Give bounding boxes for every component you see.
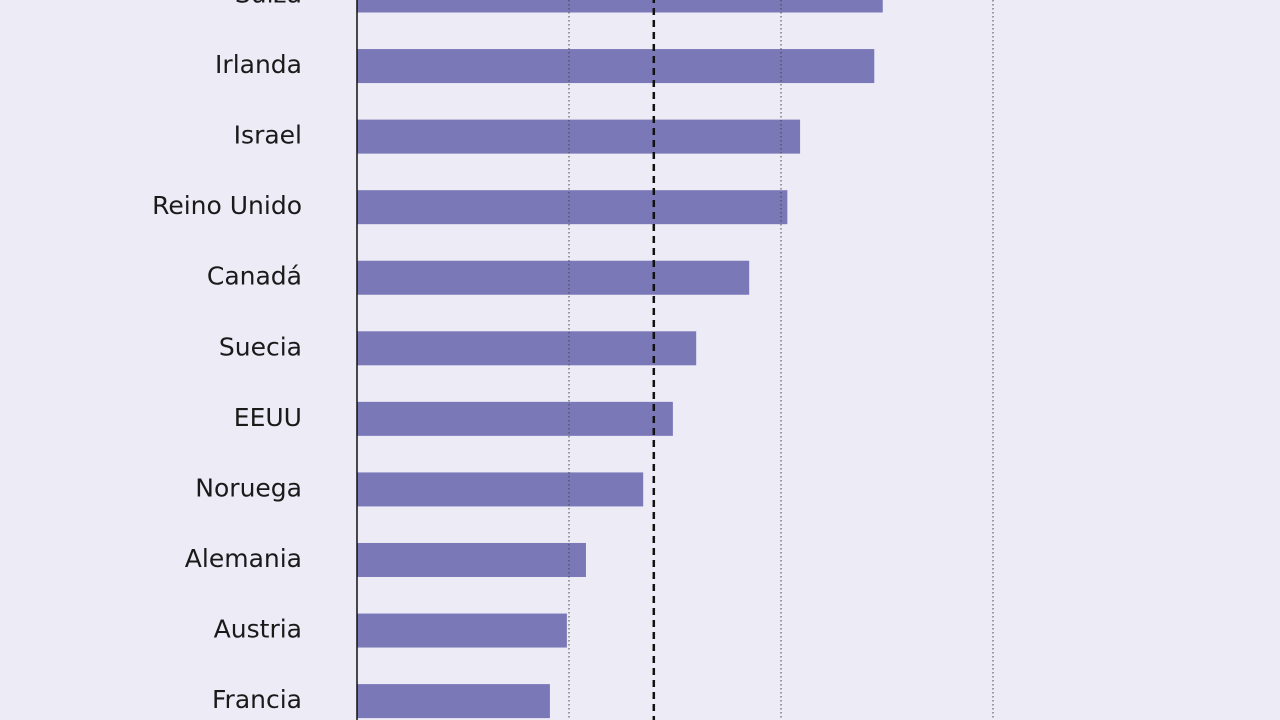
y-tick-label: Reino Unido — [152, 191, 302, 220]
y-tick-label: Austria — [214, 615, 302, 644]
bar — [357, 119, 801, 154]
y-tick-label: Noruega — [195, 473, 302, 502]
bar — [357, 260, 750, 295]
bar — [357, 0, 883, 13]
bar — [357, 684, 550, 719]
y-tick-label: Suiza — [235, 0, 302, 9]
y-tick-label: Canadá — [207, 262, 302, 291]
y-tick-label: EEUU — [234, 403, 302, 432]
y-tick-label: Alemania — [185, 544, 302, 573]
y-tick-label: Suecia — [219, 332, 302, 361]
bar — [357, 613, 567, 648]
bar — [357, 472, 644, 507]
y-tick-label: Irlanda — [215, 50, 302, 79]
y-tick-label: Francia — [212, 685, 302, 714]
bar — [357, 401, 673, 436]
bar — [357, 190, 788, 225]
bar — [357, 542, 586, 577]
bar — [357, 49, 875, 84]
y-tick-label: Israel — [234, 121, 302, 150]
bar — [357, 331, 697, 366]
